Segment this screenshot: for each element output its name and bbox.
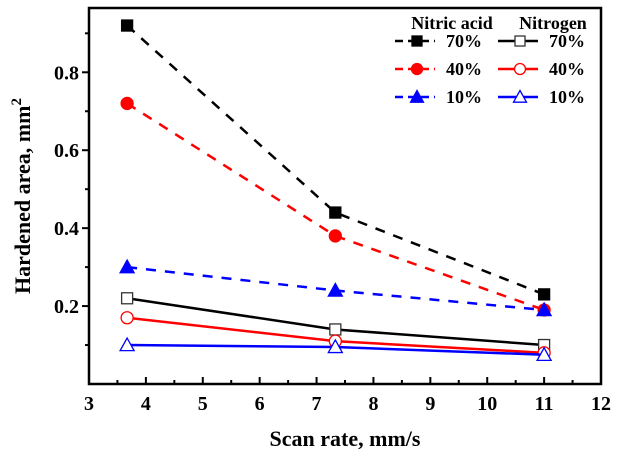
series-nitrogen-10: [119, 336, 553, 362]
y-tick-label: 0.2: [54, 296, 79, 318]
plot-border: [87, 6, 603, 386]
data-point: [327, 282, 344, 297]
data-point: [328, 229, 342, 243]
x-tick-label: 3: [84, 393, 94, 415]
x-tick-label: 11: [535, 393, 554, 415]
data-point: [119, 336, 136, 352]
legend-label: 40%: [446, 59, 482, 79]
x-tick-label: 7: [312, 393, 322, 415]
legend-label: 10%: [446, 87, 482, 107]
y-tick-label: 0.4: [54, 218, 79, 240]
series-layer: [119, 19, 553, 362]
y-axis-title-superscript: 2: [9, 98, 25, 106]
legend-marker: [409, 89, 425, 103]
x-tick-label: 6: [255, 393, 265, 415]
legend-label: 10%: [549, 87, 585, 107]
legend-marker: [512, 89, 528, 103]
series-line: [126, 102, 545, 312]
legend-marker: [513, 62, 527, 76]
plot-frame: [87, 6, 603, 386]
x-tick-label: 4: [141, 393, 151, 415]
y-axis-title-text: Hardened area, mm: [10, 106, 35, 294]
legend-marker: [410, 62, 424, 76]
data-point: [120, 311, 134, 325]
y-tick-label: 0.6: [54, 140, 79, 162]
legend-group-title: Nitric acid: [411, 13, 492, 33]
y-tick-label: 0.8: [54, 62, 79, 84]
y-axis-title: Hardened area, mm2: [9, 98, 35, 294]
x-axis-title: Scan rate, mm/s: [270, 426, 421, 451]
x-tick-label: 12: [591, 393, 611, 415]
x-tick-label: 9: [425, 393, 435, 415]
data-point: [329, 323, 342, 336]
legend-marker: [514, 35, 526, 47]
data-point: [536, 301, 553, 317]
series-nitric-acid-70: [120, 19, 551, 301]
series-nitrogen-70: [120, 292, 551, 352]
series-nitric-acid-10: [119, 258, 553, 317]
legend-group-title: Nitrogen: [519, 13, 587, 33]
data-point: [120, 96, 134, 111]
legend-marker: [411, 35, 423, 47]
legend-label: 40%: [549, 59, 585, 79]
data-point: [327, 338, 344, 354]
data-point: [536, 346, 553, 362]
x-axis-ticks: 3 4 5 6 7 8 9 10 11 12: [84, 377, 611, 415]
x-tick-label: 10: [477, 393, 497, 415]
data-point: [120, 19, 134, 32]
data-point: [329, 206, 342, 219]
data-point: [537, 288, 551, 301]
y-axis-ticks: 0.2 0.4 0.6 0.8: [54, 32, 89, 347]
data-point: [120, 292, 134, 305]
x-tick-label: 8: [368, 393, 378, 415]
legend-label: 70%: [549, 31, 585, 51]
x-tick-label: 5: [198, 393, 208, 415]
legend-label: 70%: [446, 31, 482, 51]
data-point: [119, 258, 136, 274]
